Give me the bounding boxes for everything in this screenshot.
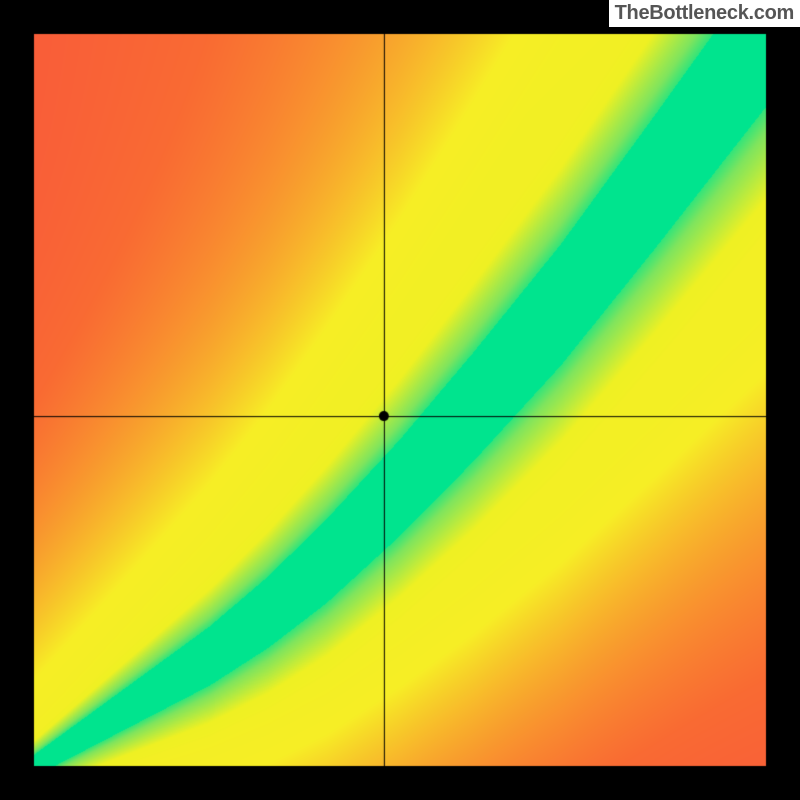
heatmap-canvas — [0, 0, 800, 800]
bottleneck-chart: TheBottleneck.com — [0, 0, 800, 800]
attribution-label: TheBottleneck.com — [609, 0, 800, 27]
